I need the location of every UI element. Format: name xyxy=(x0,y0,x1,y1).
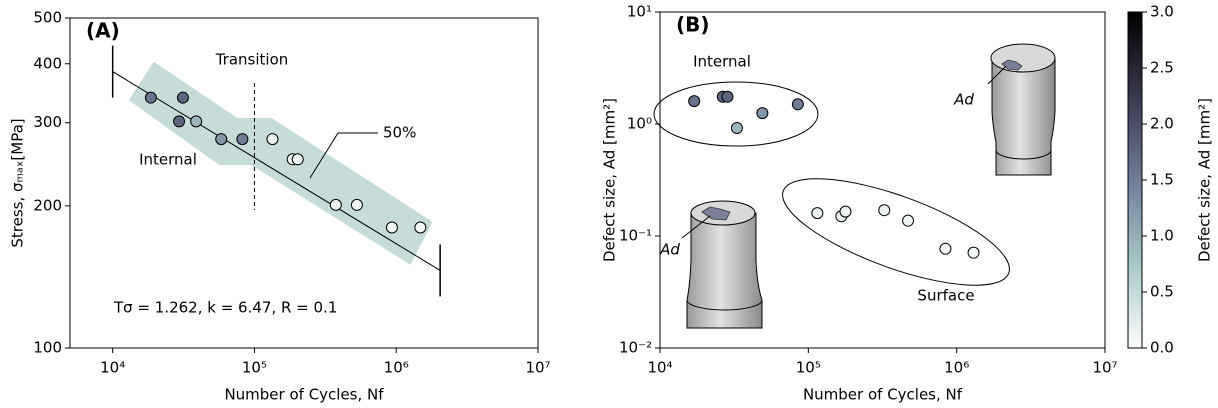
data-point xyxy=(731,123,742,134)
colorbar-tick-label: 3.0 xyxy=(1150,3,1174,21)
annotation: Internal xyxy=(139,151,197,169)
y-tick-label: 10⁻¹ xyxy=(619,227,652,245)
y-axis-label: Defect size, Ad [mm²] xyxy=(601,98,619,262)
y-tick-label: 10¹ xyxy=(627,3,652,21)
data-point xyxy=(812,208,823,219)
x-axis-label: Number of Cycles, Nf xyxy=(803,386,963,404)
annotation: 50% xyxy=(383,124,416,142)
annotation: Surface xyxy=(917,287,974,305)
data-point xyxy=(940,243,951,254)
x-tick-label: 10⁷ xyxy=(525,359,550,377)
x-tick-label: 10⁵ xyxy=(242,359,267,377)
annotation: Tσ = 1.262, k = 6.47, R = 0.1 xyxy=(113,299,337,317)
x-tick-label: 10⁴ xyxy=(100,359,125,377)
data-point xyxy=(792,99,803,110)
data-point xyxy=(351,199,362,210)
colorbar xyxy=(1128,12,1142,348)
page: 10⁴ 10⁵ 10⁶ 10⁷ 100 200 300 400 500 Number of Cyc… xyxy=(0,0,1218,408)
y-tick-label: 100 xyxy=(33,339,62,357)
specimen-icon xyxy=(988,44,1055,175)
chart: 10⁴ 10⁵ 10⁶ 10⁷ 100 200 300 400 500 Number of Cyc… xyxy=(0,0,1218,408)
y-tick-label: 300 xyxy=(33,113,62,131)
data-point xyxy=(968,247,979,258)
annotation: Ad xyxy=(659,241,680,259)
annotation: Transition xyxy=(215,51,289,69)
colorbar-tick-label: 0.0 xyxy=(1150,339,1174,357)
internal-cluster xyxy=(654,82,818,146)
y-tick-label: 10⁻² xyxy=(619,339,652,357)
x-tick-label: 10⁷ xyxy=(1092,359,1117,377)
colorbar-tick-label: 1.5 xyxy=(1150,171,1174,189)
x-tick-label: 10⁶ xyxy=(384,359,409,377)
data-point xyxy=(267,134,278,145)
colorbar-label: Defect size, Ad [mm²] xyxy=(1196,98,1214,262)
data-point xyxy=(174,116,185,127)
data-point xyxy=(903,215,914,226)
panel-label: (A) xyxy=(86,19,120,43)
colorbar-tick-label: 1.0 xyxy=(1150,227,1174,245)
panel-label: (B) xyxy=(676,13,710,37)
y-axis-label: Stress, σₘₐₓ[MPa] xyxy=(9,118,27,247)
colorbar-tick-label: 0.5 xyxy=(1150,283,1174,301)
y-tick-label: 500 xyxy=(33,9,62,27)
data-point xyxy=(145,92,156,103)
fit-line xyxy=(113,72,440,271)
y-tick-label: 200 xyxy=(33,196,62,214)
surface-cluster xyxy=(771,157,1021,307)
data-point xyxy=(415,222,426,233)
data-point xyxy=(292,154,303,165)
annotation: Ad xyxy=(953,91,974,109)
y-tick-label: 10⁰ xyxy=(627,115,652,133)
data-point xyxy=(722,91,733,102)
x-axis-label: Number of Cycles, Nf xyxy=(224,386,384,404)
data-point xyxy=(840,206,851,217)
data-point xyxy=(191,116,202,127)
colorbar-tick-label: 2.5 xyxy=(1150,59,1174,77)
x-tick-label: 10⁵ xyxy=(796,359,821,377)
data-point xyxy=(237,134,248,145)
data-point xyxy=(689,96,700,107)
data-point xyxy=(757,108,768,119)
data-point xyxy=(330,199,341,210)
data-point xyxy=(216,134,227,145)
y-tick-label: 400 xyxy=(33,54,62,72)
x-tick-label: 10⁶ xyxy=(944,359,969,377)
data-point xyxy=(879,205,890,216)
colorbar-tick-label: 2.0 xyxy=(1150,115,1174,133)
data-point xyxy=(177,92,188,103)
specimen-icon xyxy=(682,201,762,328)
annotation: Internal xyxy=(693,53,751,71)
data-point xyxy=(386,222,397,233)
x-tick-label: 10⁴ xyxy=(647,359,672,377)
